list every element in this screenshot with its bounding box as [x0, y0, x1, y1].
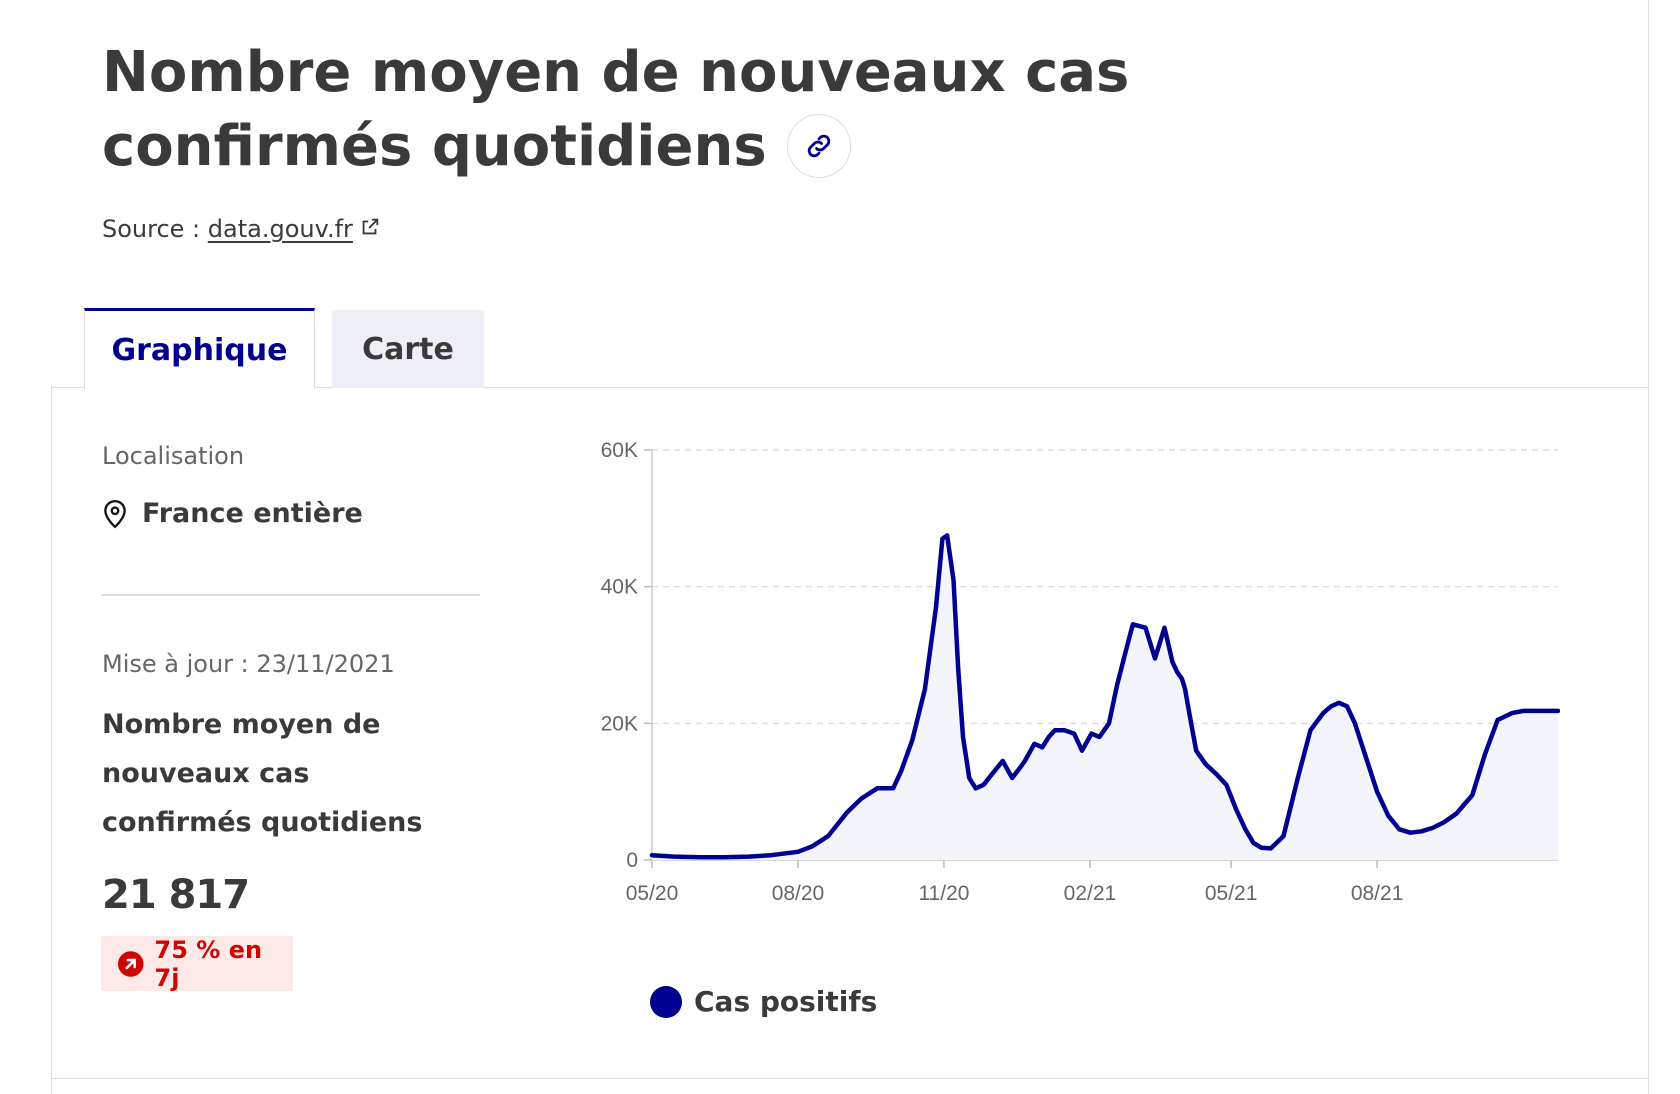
copy-link-button[interactable]: [786, 113, 851, 178]
source-link-text: data.gouv.fr: [207, 215, 353, 243]
card-bottom-border: [51, 1078, 1649, 1079]
location-label: Localisation: [102, 442, 245, 470]
metric-name: Nombre moyen de nouveaux cas confirmés q…: [102, 709, 423, 838]
x-tick-label: 08/21: [1351, 882, 1404, 905]
series-line-cas-positifs: [649, 533, 1560, 860]
tab-graphique[interactable]: Graphique: [84, 308, 315, 389]
sidebar-divider: [101, 594, 480, 596]
y-tick-label: 60K: [601, 439, 638, 462]
tab-carte[interactable]: Carte: [332, 310, 484, 388]
map-pin-icon: [104, 499, 126, 528]
external-link-icon: [359, 216, 381, 244]
arrow-up-right-circle-icon: [117, 950, 144, 977]
location-selector[interactable]: France entière: [102, 498, 363, 529]
cases-chart: 0 20K 40K 60K 05/20 08/20 11/20 02/21 05/21 08/21: [601, 439, 1560, 905]
y-tick-label: 20K: [601, 712, 638, 735]
card-left-border: [51, 385, 52, 1094]
link-icon: [807, 134, 830, 158]
y-tick-label: 40K: [601, 576, 638, 599]
tabs-baseline-right: [315, 387, 1649, 388]
y-tick-label: 0: [626, 849, 638, 872]
x-tick-label: 11/20: [918, 882, 969, 905]
card-right-border: [1648, 0, 1649, 1094]
chart-legend: Cas positifs: [650, 985, 877, 1018]
legend-label: Cas positifs: [694, 985, 878, 1018]
tabs-baseline-left: [51, 387, 85, 388]
page-title: Nombre moyen de nouveaux cas confirmés q…: [102, 36, 1402, 184]
legend-marker: [650, 985, 682, 1018]
x-tick-label: 05/20: [626, 882, 679, 905]
location-value: France entière: [142, 498, 363, 529]
metric-value: 21 817: [102, 872, 250, 918]
x-tick-label: 05/21: [1205, 882, 1258, 905]
trend-badge: 75 % en 7j: [101, 935, 293, 992]
page-title-text: Nombre moyen de nouveaux cas confirmés q…: [102, 40, 1130, 179]
trend-text: 75 % en 7j: [154, 935, 263, 992]
source-label: Source :: [102, 215, 201, 243]
update-date: Mise à jour : 23/11/2021: [102, 650, 395, 678]
source-link[interactable]: data.gouv.fr: [208, 215, 381, 243]
series-area-cas-positifs: [652, 535, 1558, 860]
source-line: Source : data.gouv.fr: [102, 215, 381, 244]
x-tick-label: 02/21: [1064, 882, 1117, 905]
x-tick-label: 08/20: [772, 882, 825, 905]
